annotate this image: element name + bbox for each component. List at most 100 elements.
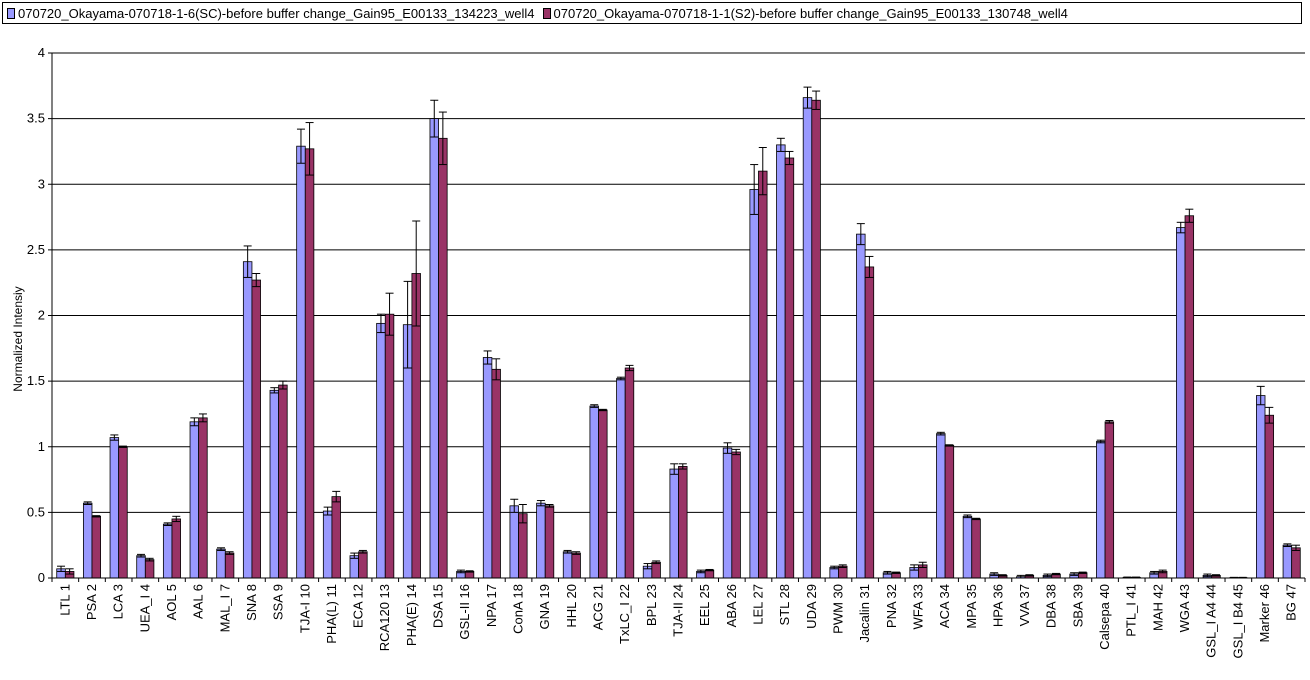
y-tick-label: 1 — [38, 439, 45, 454]
x-tick-label: GSL-II 16 — [457, 584, 472, 640]
x-tick-label: WGA 43 — [1177, 584, 1192, 632]
bar-series-2 — [864, 266, 875, 579]
x-tick-label: NPA 17 — [484, 584, 499, 627]
bar-series-2 — [624, 367, 635, 579]
bar-series-2 — [544, 505, 555, 579]
x-tick-label: PTL_I 41 — [1124, 584, 1139, 637]
bar-series-1 — [589, 405, 599, 579]
x-tick-label: ABA 26 — [724, 584, 739, 627]
bar-series-1 — [189, 421, 200, 579]
bar-series-2 — [1264, 414, 1275, 579]
bar-series-1 — [936, 433, 946, 579]
x-tick-label: PHA(E) 14 — [404, 584, 419, 646]
bar-series-1 — [1096, 441, 1106, 579]
bar-series-1 — [269, 389, 280, 579]
legend-swatch-series-2 — [542, 7, 551, 19]
bar-series-2 — [304, 148, 315, 579]
bar-series-2 — [758, 170, 768, 579]
x-tick-label: VVA 37 — [1017, 584, 1032, 626]
axes: 0 0.5 1 1.5 2 2.5 3 3.5 4 LTL 1 PSA 2 LCA 3 UEA_I 4 A… — [27, 45, 1306, 658]
x-tick-label: DBA 38 — [1044, 584, 1059, 628]
x-tick-label: Calsepa 40 — [1097, 584, 1112, 650]
x-tick-label: LEL 27 — [750, 584, 765, 625]
x-tick-label: PHA(L) 11 — [324, 584, 339, 644]
x-tick-label: ECA 12 — [351, 584, 366, 628]
x-tick-label: GSL_I B4 45 — [1230, 584, 1245, 658]
bar-series-2 — [1104, 421, 1115, 579]
bars — [56, 97, 1301, 579]
bar-series-2 — [598, 409, 608, 579]
x-tick-label: LTL 1 — [57, 584, 72, 616]
x-tick-label: EEL 25 — [697, 584, 712, 626]
error-bars — [57, 86, 1300, 579]
bar-series-2 — [651, 561, 661, 579]
bar-series-2 — [438, 137, 448, 579]
grid-lines — [52, 52, 1305, 513]
x-tick-label: BPL 23 — [644, 584, 659, 626]
x-tick-label: SBA 39 — [1070, 584, 1085, 627]
bar-series-1 — [429, 118, 439, 579]
bar-series-2 — [704, 569, 715, 579]
bar-series-1 — [616, 378, 626, 579]
x-tick-label: UEA_I 4 — [137, 584, 152, 632]
bar-series-2 — [171, 518, 181, 579]
x-tick-label: TJA-II 24 — [671, 584, 686, 637]
bar-series-2 — [811, 99, 821, 579]
x-tick-label: HHL 20 — [564, 584, 579, 628]
bar-series-1 — [1176, 227, 1186, 579]
bar-series-1 — [536, 502, 546, 579]
chart-legend: 070720_Okayama-070718-1-6(SC)-before buf… — [2, 2, 1302, 24]
x-tick-label: HPA 36 — [990, 584, 1005, 627]
legend-swatch-series-1 — [7, 7, 15, 19]
bar-series-1 — [749, 189, 759, 579]
bar-series-2 — [971, 518, 981, 579]
y-tick-label: 2 — [38, 308, 45, 323]
bar-series-2 — [944, 445, 955, 579]
x-tick-label: LCA 3 — [111, 584, 126, 619]
bar-series-1 — [962, 515, 973, 579]
bar-series-1 — [856, 233, 866, 579]
x-tick-label: ACA 34 — [937, 584, 952, 628]
bar-series-1 — [1256, 395, 1266, 579]
legend-label-series-1: 070720_Okayama-070718-1-6(SC)-before buf… — [18, 5, 535, 21]
bar-series-1 — [376, 322, 386, 579]
x-tick-label: SSA 9 — [271, 584, 286, 620]
bar-series-1 — [296, 145, 306, 579]
x-tick-label: MPA 35 — [964, 584, 979, 629]
bar-series-1 — [162, 523, 173, 579]
x-tick-label: SNA 8 — [244, 584, 259, 621]
bar-series-1 — [242, 261, 253, 579]
x-tick-label: GSL_I A4 44 — [1204, 584, 1219, 658]
legend-item-series-2: 070720_Okayama-070718-1-1(S2)-before buf… — [542, 5, 1068, 21]
x-tick-label: AOL 5 — [164, 584, 179, 620]
bar-series-1 — [482, 357, 493, 579]
bar-series-2 — [678, 466, 688, 579]
bar-series-2 — [91, 515, 101, 579]
bar-series-1 — [669, 468, 679, 579]
x-tick-label: DSA 15 — [431, 584, 446, 628]
x-tick-label: STL 28 — [777, 584, 792, 625]
y-tick-label: 0.5 — [27, 504, 45, 519]
bar-series-2 — [784, 157, 795, 579]
legend-label-series-2: 070720_Okayama-070718-1-1(S2)-before buf… — [553, 5, 1068, 21]
bar-series-2 — [331, 496, 341, 579]
y-tick-label: 2.5 — [27, 242, 45, 257]
bar-series-1 — [216, 548, 226, 579]
y-tick-label: 1.5 — [27, 373, 45, 388]
y-tick-label: 3.5 — [27, 111, 45, 126]
bar-series-1 — [1282, 544, 1293, 579]
bar-series-2 — [491, 368, 501, 579]
bar-series-2 — [731, 451, 741, 579]
x-tick-label: MAH 42 — [1150, 584, 1165, 631]
y-tick-label: 0 — [38, 570, 45, 585]
bar-series-2 — [224, 552, 235, 579]
x-tick-label: TJA-I 10 — [297, 584, 312, 633]
bar-series-2 — [571, 552, 581, 579]
bar-series-2 — [251, 279, 261, 579]
bar-series-1 — [562, 551, 573, 579]
y-axis-title: Normalized Intensiy — [11, 286, 25, 391]
x-tick-label: PSA 2 — [84, 584, 99, 620]
legend-item-series-1: 070720_Okayama-070718-1-6(SC)-before buf… — [7, 6, 535, 21]
bar-series-1 — [722, 447, 733, 579]
